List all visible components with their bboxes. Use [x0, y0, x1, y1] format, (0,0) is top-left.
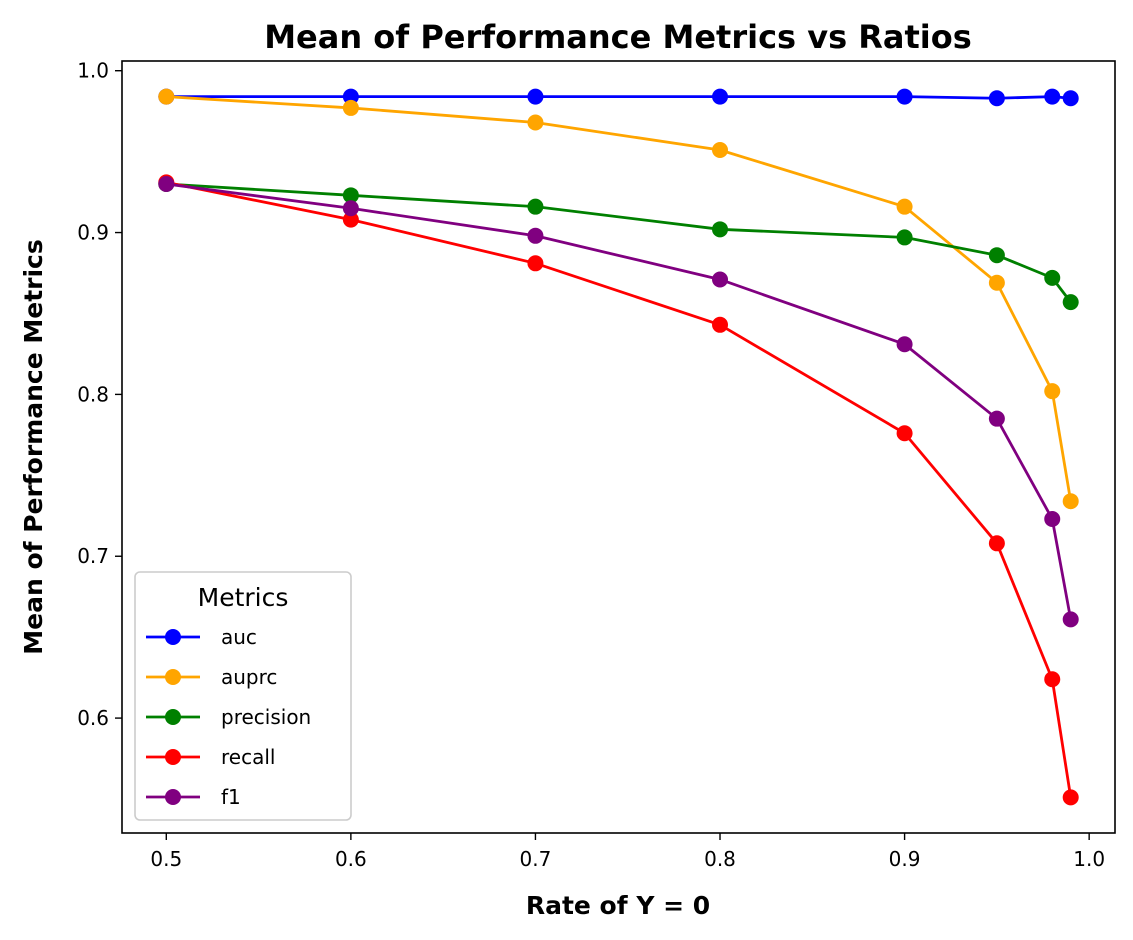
legend: Metrics auc auprc precision recall f1 — [134, 571, 352, 821]
legend-marker-auprc — [165, 669, 181, 685]
x-tick-label: 0.9 — [889, 847, 921, 871]
legend-marker-recall — [165, 749, 181, 765]
legend-title: Metrics — [198, 583, 289, 612]
chart-title: Mean of Performance Metrics vs Ratios — [264, 18, 972, 56]
data-point-recall — [342, 211, 359, 228]
data-point-precision — [896, 229, 913, 246]
data-point-auc — [527, 88, 544, 105]
legend-marker-auc — [165, 629, 181, 645]
data-point-auprc — [988, 274, 1005, 291]
y-tick-label: 1.0 — [77, 59, 109, 83]
data-point-f1 — [158, 176, 175, 193]
x-tick-label: 0.7 — [520, 847, 552, 871]
data-point-precision — [1044, 269, 1061, 286]
legend-label-f1: f1 — [221, 785, 241, 809]
data-point-f1 — [712, 271, 729, 288]
data-point-f1 — [527, 227, 544, 244]
data-point-auc — [1044, 88, 1061, 105]
series-line-precision — [166, 182, 1072, 303]
series-f1 — [158, 176, 1079, 628]
data-point-f1 — [1062, 611, 1079, 628]
series-line-recall — [166, 181, 1073, 798]
x-tick-label: 0.8 — [704, 847, 736, 871]
data-point-auprc — [342, 99, 359, 116]
data-point-auc — [1062, 90, 1079, 107]
data-point-auprc — [527, 114, 544, 131]
series-layer — [158, 88, 1079, 806]
legend-marker-precision — [165, 709, 181, 725]
legend-label-precision: precision — [221, 705, 311, 729]
data-point-precision — [527, 198, 544, 215]
data-point-precision — [342, 187, 359, 204]
y-tick-label: 0.8 — [77, 382, 109, 406]
plot-border — [121, 60, 1116, 834]
data-point-auc — [988, 90, 1005, 107]
data-point-auc — [896, 88, 913, 105]
data-point-recall — [712, 316, 729, 333]
data-point-recall — [1062, 789, 1079, 806]
series-line-auc — [166, 95, 1071, 100]
data-point-auprc — [712, 142, 729, 159]
data-point-auprc — [1062, 493, 1079, 510]
y-tick-label: 0.7 — [77, 544, 109, 568]
legend-label-recall: recall — [221, 745, 275, 769]
y-tick-label: 0.9 — [77, 221, 109, 245]
data-point-precision — [712, 221, 729, 238]
data-point-auc — [342, 88, 359, 105]
x-axis: 0.5 0.6 0.7 0.8 0.9 1.0 — [150, 833, 1105, 871]
data-point-f1 — [342, 200, 359, 217]
data-point-auprc — [896, 198, 913, 215]
data-point-f1 — [1044, 511, 1061, 528]
y-axis: 0.6 0.7 0.8 0.9 1.0 — [77, 59, 122, 730]
data-point-recall — [527, 255, 544, 272]
data-point-auprc — [158, 88, 175, 105]
legend-items: auc auprc precision recall f1 — [146, 625, 311, 809]
x-axis-label: Rate of Y = 0 — [526, 891, 710, 920]
data-point-recall — [896, 425, 913, 442]
data-point-f1 — [896, 336, 913, 353]
series-line-f1 — [166, 182, 1073, 620]
x-tick-label: 0.5 — [150, 847, 182, 871]
x-tick-label: 1.0 — [1073, 847, 1105, 871]
data-point-f1 — [988, 410, 1005, 427]
y-axis-label: Mean of Performance Metrics — [19, 239, 48, 655]
data-point-recall — [1044, 671, 1061, 688]
data-point-auc — [712, 88, 729, 105]
y-tick-label: 0.6 — [77, 706, 109, 730]
data-point-precision — [988, 247, 1005, 264]
legend-marker-f1 — [165, 789, 181, 805]
data-point-auprc — [1044, 383, 1061, 400]
series-auprc — [158, 88, 1079, 510]
legend-label-auprc: auprc — [221, 665, 277, 689]
data-point-precision — [1062, 294, 1079, 311]
legend-label-auc: auc — [221, 625, 257, 649]
data-point-recall — [988, 535, 1005, 552]
x-tick-label: 0.6 — [335, 847, 367, 871]
series-line-auprc — [166, 95, 1073, 502]
